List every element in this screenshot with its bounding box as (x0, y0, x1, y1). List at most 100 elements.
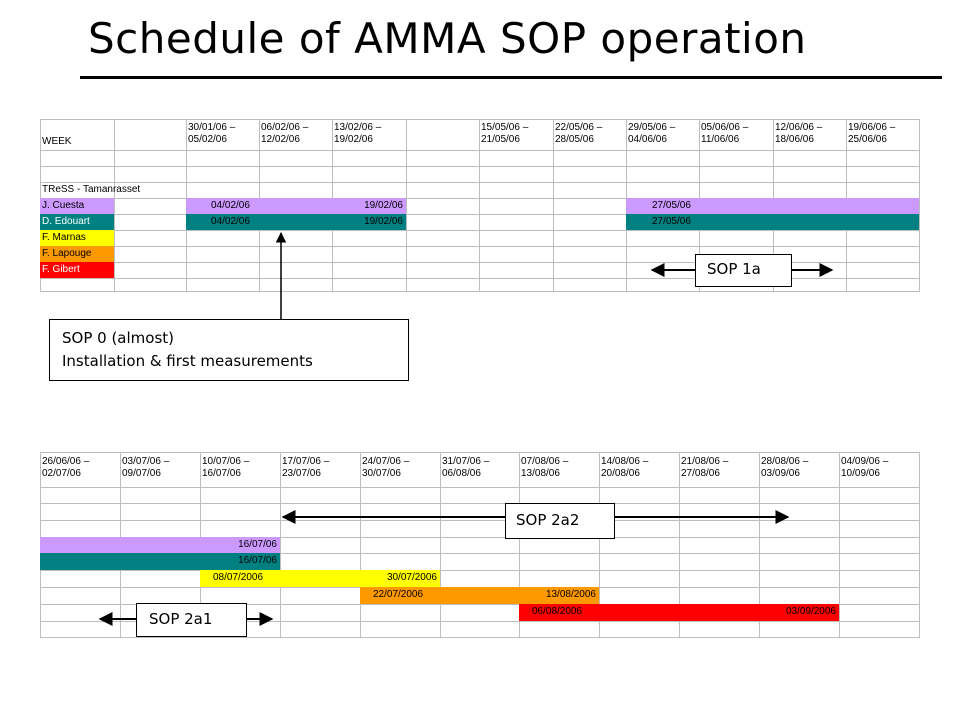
table1-cell (406, 246, 480, 263)
bar-start-date: 08/07/2006 (213, 572, 264, 583)
table1-cell (114, 119, 187, 151)
table2-cell (519, 537, 600, 554)
table2-week-header: 28/08/06 – 03/09/06 (761, 456, 809, 479)
table1-week-header: 15/05/06 – 21/05/06 (481, 122, 529, 145)
table2-cell (839, 570, 920, 588)
table1-cell (626, 150, 700, 167)
table2-cell (839, 587, 920, 605)
table2-cell (759, 604, 840, 622)
table2-cell (280, 452, 361, 488)
table1-cell (332, 150, 407, 167)
table2-cell (440, 487, 520, 504)
table2-cell (40, 487, 121, 504)
table1-cell (846, 246, 920, 263)
table2-week-header: 14/08/06 – 20/08/06 (601, 456, 649, 479)
table1-cell (699, 150, 774, 167)
person-label: D. Edouart (40, 214, 114, 230)
table1-cell (626, 230, 700, 247)
bar-end-date: 19/02/06 (364, 216, 403, 227)
schedule-bar: 08/07/2006 30/07/2006 (200, 570, 440, 587)
table1-cell (114, 182, 187, 199)
table1-cell (259, 246, 333, 263)
table1-cell (40, 150, 115, 167)
table1-cell (186, 230, 260, 247)
table2-cell (839, 452, 920, 488)
table1-cell (40, 166, 115, 183)
bar-end-date: 30/07/2006 (386, 572, 437, 583)
table2-cell (839, 553, 920, 571)
table1-cell (259, 166, 333, 183)
table2-cell (120, 487, 201, 504)
table1-cell (846, 230, 920, 247)
table1-week-header: 13/02/06 – 19/02/06 (334, 122, 382, 145)
table2-cell (360, 621, 441, 638)
table2-week-header: 07/08/06 – 13/08/06 (521, 456, 569, 479)
schedule-bar: 04/02/06 19/02/06 (186, 214, 406, 230)
table1-cell (332, 166, 407, 183)
table1-cell (259, 230, 333, 247)
table1-cell (479, 119, 554, 151)
table1-cell (479, 166, 554, 183)
table1-cell (846, 150, 920, 167)
table2-cell (40, 503, 121, 521)
table1-cell (846, 278, 920, 292)
table1-cell (406, 182, 480, 199)
table1-week-header: 19/06/06 – 25/06/06 (848, 122, 896, 145)
sop0-callout-line2: Installation & first measurements (62, 352, 313, 370)
table1-cell (846, 166, 920, 183)
table1-week-header: 06/02/06 – 12/02/06 (261, 122, 309, 145)
bar-start-date: 04/02/06 (211, 200, 250, 211)
table1-cell (479, 198, 554, 215)
table1-cell (479, 262, 554, 279)
table2-cell (360, 537, 441, 554)
table1-cell (846, 262, 920, 279)
table2-cell (759, 570, 840, 588)
table2-week-header: 10/07/06 – 16/07/06 (202, 456, 250, 479)
table1-cell (553, 119, 627, 151)
table1-cell (479, 150, 554, 167)
bar-end-date: 16/07/06 (238, 539, 277, 550)
table2-week-header: 21/08/06 – 27/08/06 (681, 456, 729, 479)
table1-week-header: 12/06/06 – 18/06/06 (775, 122, 823, 145)
schedule-bar: 27/05/06 (626, 198, 919, 214)
sop2a2-label: SOP 2a2 (505, 503, 615, 539)
table2-cell (839, 604, 920, 622)
table2-cell (280, 520, 361, 538)
table2-week-header: 31/07/06 – 06/08/06 (442, 456, 490, 479)
table2-cell (440, 452, 520, 488)
table1-cell (846, 214, 920, 231)
table2-cell (40, 452, 121, 488)
table1-cell (114, 230, 187, 247)
sop1a-label: SOP 1a (695, 254, 792, 287)
table1-cell (259, 119, 333, 151)
table2-week-header: 26/06/06 – 02/07/06 (42, 456, 90, 479)
table1-week-label: WEEK (42, 136, 72, 147)
person-label: J. Cuesta (40, 198, 114, 214)
schedule-bar: 16/07/06 (40, 553, 280, 570)
person-label: F. Marnas (40, 230, 114, 246)
table1-cell (626, 166, 700, 183)
table1-cell (479, 230, 554, 247)
table1-cell (773, 262, 847, 279)
table1-cell (406, 214, 480, 231)
schedule-bar: 22/07/2006 13/08/2006 (360, 587, 599, 604)
table2-cell (40, 621, 121, 638)
table2-cell (40, 587, 121, 605)
table1-cell (773, 150, 847, 167)
table2-cell (280, 621, 361, 638)
table1-cell (553, 278, 627, 292)
table2-cell (759, 487, 840, 504)
table1-cell (406, 198, 480, 215)
bar-end-date: 03/09/2006 (785, 606, 836, 617)
table1-cell (332, 262, 407, 279)
table2-cell (839, 520, 920, 538)
table1-cell (406, 150, 480, 167)
table2-cell (120, 452, 201, 488)
table1-cell (553, 150, 627, 167)
table2-cell (440, 621, 520, 638)
schedule-bar: 16/07/06 (40, 537, 280, 553)
table2-cell (679, 520, 760, 538)
table1-cell (406, 119, 480, 151)
table2-cell (280, 537, 361, 554)
table1-cell (332, 246, 407, 263)
